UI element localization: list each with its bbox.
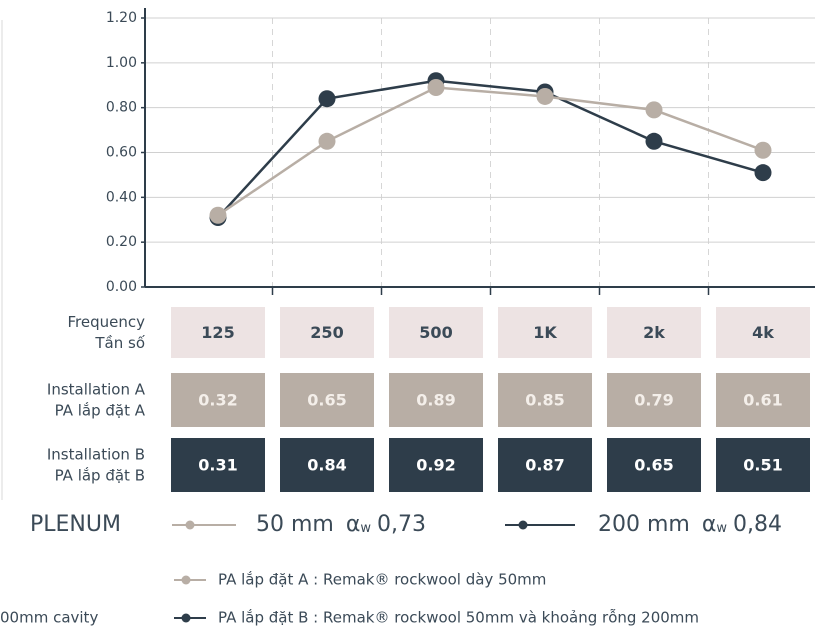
table-cell (716, 438, 810, 492)
cell-value: 0.79 (634, 391, 673, 410)
plenum-text: 200 mm αw 0,84 (598, 512, 782, 537)
table-cell (280, 307, 374, 358)
row-label: Installation B (47, 446, 145, 464)
legend-label: PA lắp đặt A : Remak® rockwool dày 50mm (218, 571, 546, 589)
table-cell (716, 307, 810, 358)
row-label: PA lắp đặt B (55, 467, 145, 485)
symbol: α (346, 512, 361, 537)
cell-value: 0.84 (307, 456, 346, 475)
cell-value: 0.61 (743, 391, 782, 410)
legend-dot (518, 520, 528, 530)
symbol: α (702, 512, 717, 537)
table-cell (607, 373, 701, 427)
table-cell (389, 373, 483, 427)
table-cell (607, 438, 701, 492)
point (645, 101, 663, 119)
y-tick-label: 0.60 (106, 145, 137, 161)
subscript: w (716, 521, 727, 536)
point (427, 78, 445, 96)
table-cell (498, 438, 592, 492)
point (318, 90, 336, 108)
cell-value: 125 (201, 323, 234, 342)
plenum-label: PLENUM (30, 512, 121, 537)
table-cell (171, 438, 265, 492)
table-cell (280, 438, 374, 492)
cell-value: 0.85 (525, 391, 564, 410)
cell-value: 500 (419, 323, 452, 342)
size: 50 mm (256, 512, 334, 537)
cell-value: 0.87 (525, 456, 564, 475)
y-tick-label: 0.80 (106, 100, 137, 116)
value: 0,73 (377, 512, 426, 537)
row-label: Tần số (94, 334, 145, 352)
y-tick-label: 1.20 (106, 10, 137, 26)
point (318, 132, 336, 150)
row-label: Installation A (47, 381, 146, 399)
cell-value: 4k (752, 323, 774, 342)
table-cell (280, 373, 374, 427)
y-tick-label: 0.20 (106, 234, 137, 250)
cell-value: 0.89 (416, 391, 455, 410)
note: 00mm cavity (0, 609, 98, 627)
y-tick-label: 1.00 (106, 55, 137, 71)
size: 200 mm (598, 512, 690, 537)
table-cell (716, 373, 810, 427)
row-label: Frequency (68, 313, 146, 331)
cell-value: 0.92 (416, 456, 455, 475)
cell-value: 0.31 (198, 456, 237, 475)
y-tick-label: 0.00 (106, 279, 137, 295)
table-cell (607, 307, 701, 358)
series-line (217, 79, 764, 219)
legend-dot (181, 575, 191, 585)
table-cell (171, 307, 265, 358)
cell-value: 0.65 (307, 391, 346, 410)
legend-dot (181, 613, 191, 623)
point (536, 87, 554, 105)
plenum-text: 50 mm αw 0,73 (256, 512, 426, 537)
table-cell (171, 373, 265, 427)
cell-value: 0.65 (634, 456, 673, 475)
legend-dot (185, 520, 195, 530)
value: 0,84 (733, 512, 782, 537)
point (754, 164, 772, 182)
cell-value: 1K (533, 323, 557, 342)
table-cell (389, 307, 483, 358)
subscript: w (360, 521, 371, 536)
point (754, 141, 772, 159)
legend-label: PA lắp đặt B : Remak® rockwool 50mm và k… (218, 609, 699, 627)
cell-value: 250 (310, 323, 343, 342)
point (209, 206, 227, 224)
series-line (217, 86, 764, 217)
row-label: PA lắp đặt A (55, 402, 146, 420)
y-tick-label: 0.40 (106, 189, 137, 205)
table-cell (389, 438, 483, 492)
point (645, 132, 663, 150)
cell-value: 0.51 (743, 456, 782, 475)
cell-value: 0.32 (198, 391, 237, 410)
table-cell (498, 373, 592, 427)
table-cell (498, 307, 592, 358)
cell-value: 2k (643, 323, 665, 342)
